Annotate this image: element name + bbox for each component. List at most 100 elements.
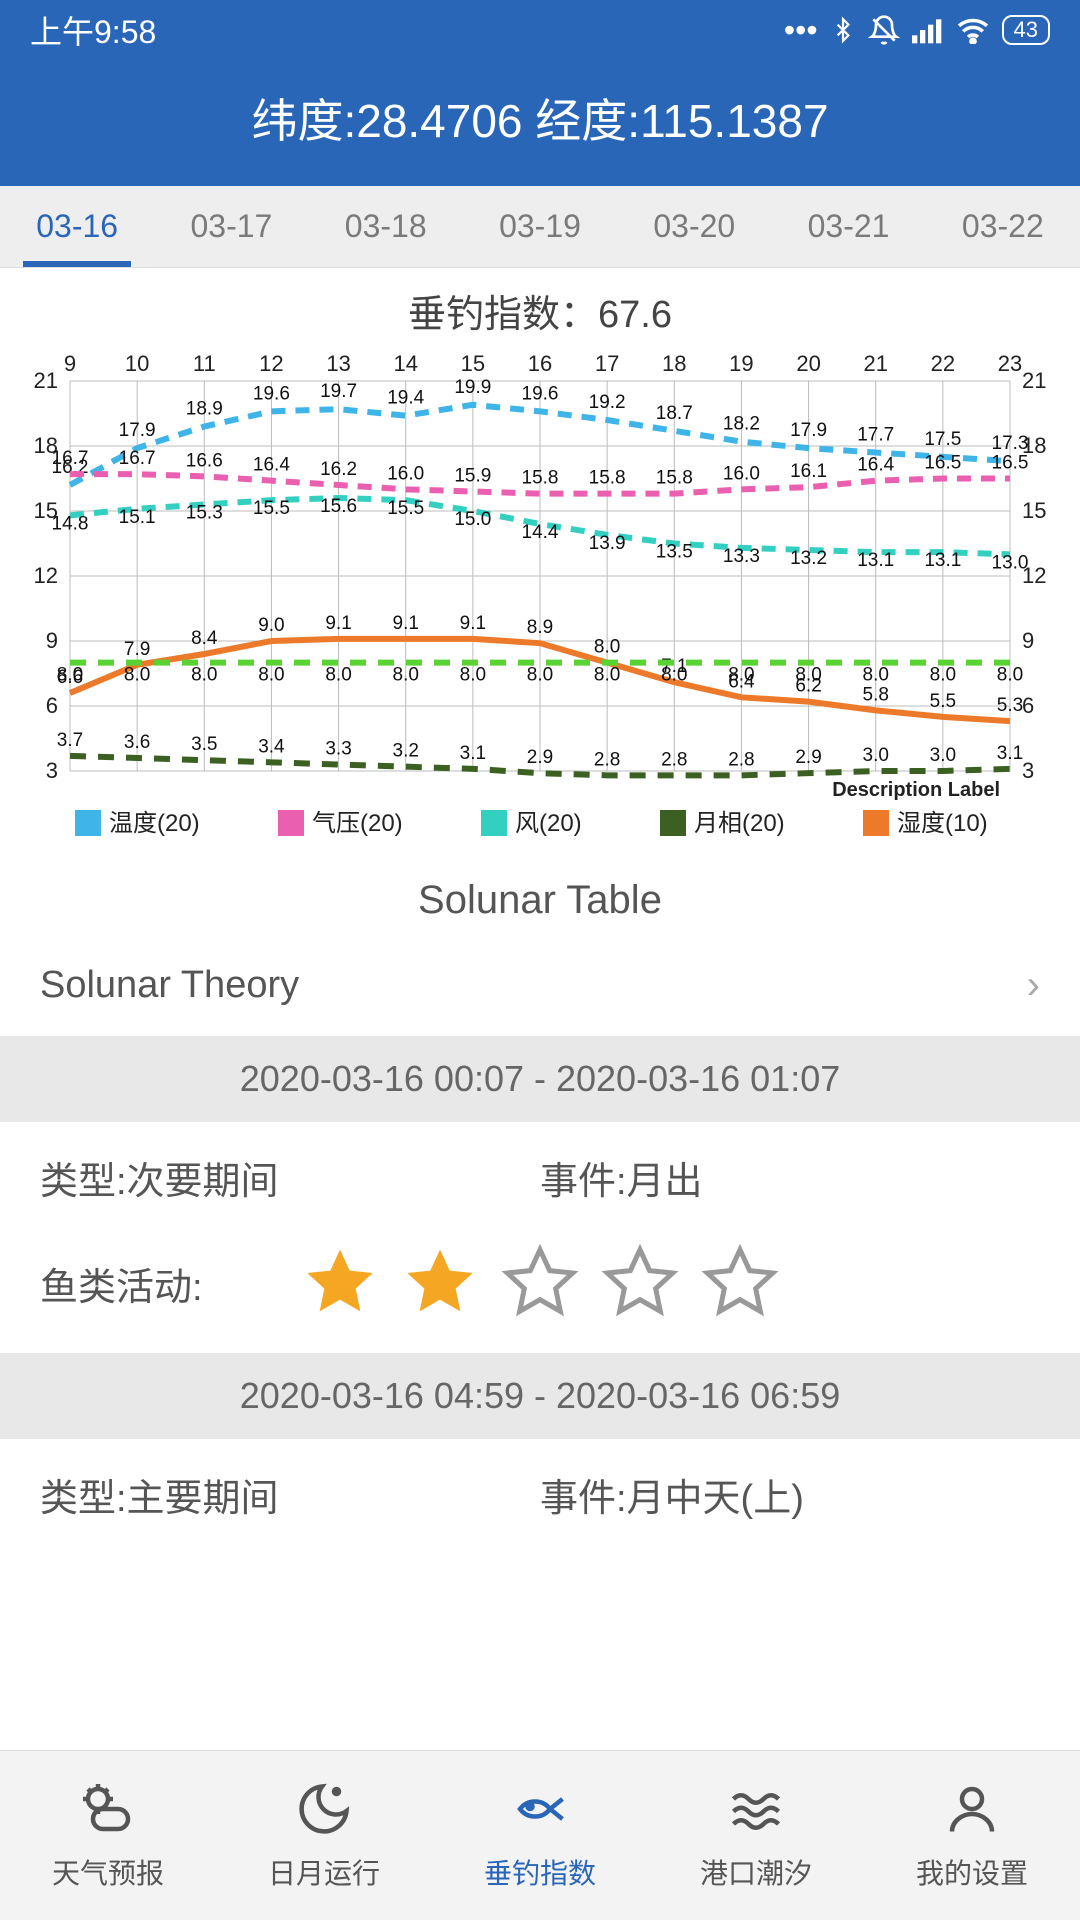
svg-text:14: 14 (393, 351, 417, 376)
svg-text:8.0: 8.0 (594, 637, 620, 658)
more-icon: ••• (784, 12, 818, 49)
lon-label: 经度: (535, 95, 640, 147)
svg-text:8.0: 8.0 (661, 665, 687, 686)
date-tab-03-16[interactable]: 03-16 (0, 186, 154, 267)
svg-text:14.4: 14.4 (522, 522, 559, 543)
svg-text:18: 18 (662, 351, 686, 376)
svg-text:8.0: 8.0 (594, 665, 620, 686)
svg-text:15.9: 15.9 (454, 466, 491, 487)
date-tab-03-22[interactable]: 03-22 (926, 186, 1080, 267)
period-range: 2020-03-16 00:07 - 2020-03-16 01:07 (0, 1036, 1080, 1122)
svg-text:Description Label: Description Label (832, 779, 1000, 801)
activity-label: 鱼类活动: (40, 1256, 300, 1311)
lat-value: 28.4706 (356, 95, 522, 147)
periods-list: 2020-03-16 00:07 - 2020-03-16 01:07类型:次要… (0, 1036, 1080, 1550)
date-tab-03-20[interactable]: 03-20 (617, 186, 771, 267)
date-tab-03-18[interactable]: 03-18 (309, 186, 463, 267)
nav-label: 我的设置 (916, 1852, 1028, 1892)
nav-3[interactable]: 港口潮汐 (648, 1751, 864, 1920)
svg-text:15.8: 15.8 (522, 468, 559, 489)
svg-text:8.0: 8.0 (795, 665, 821, 686)
svg-text:15.5: 15.5 (387, 498, 424, 519)
svg-text:6: 6 (46, 693, 58, 718)
nav-label: 垂钓指数 (484, 1852, 596, 1892)
period-type: 类型:次要期间 (40, 1150, 540, 1205)
nav-2[interactable]: 垂钓指数 (432, 1751, 648, 1920)
svg-text:17.5: 17.5 (924, 429, 961, 450)
svg-text:7.9: 7.9 (124, 639, 150, 660)
svg-text:8.0: 8.0 (325, 665, 351, 686)
svg-text:17.3: 17.3 (992, 433, 1029, 454)
lat-label: 纬度: (251, 95, 356, 147)
date-tab-03-17[interactable]: 03-17 (154, 186, 308, 267)
svg-text:20: 20 (796, 351, 820, 376)
svg-text:13.1: 13.1 (857, 550, 894, 571)
svg-text:16.4: 16.4 (253, 455, 290, 476)
svg-text:2.9: 2.9 (795, 747, 821, 768)
theory-label: Solunar Theory (40, 964, 299, 1007)
svg-text:10: 10 (125, 351, 149, 376)
svg-text:9.1: 9.1 (393, 613, 419, 634)
svg-text:15: 15 (461, 351, 485, 376)
svg-text:19.9: 19.9 (454, 377, 491, 398)
svg-text:16.5: 16.5 (992, 453, 1029, 474)
svg-text:8.0: 8.0 (997, 665, 1023, 686)
svg-text:3.6: 3.6 (124, 732, 150, 753)
svg-text:3.4: 3.4 (258, 736, 285, 757)
svg-text:16.1: 16.1 (790, 461, 827, 482)
nav-icon (510, 1779, 570, 1844)
svg-text:2.8: 2.8 (594, 749, 620, 770)
svg-text:16.2: 16.2 (320, 459, 357, 480)
svg-text:19.7: 19.7 (320, 381, 357, 402)
svg-text:19: 19 (729, 351, 753, 376)
bottom-nav: 天气预报 日月运行垂钓指数 港口潮汐我的设置 (0, 1750, 1080, 1920)
svg-text:18.2: 18.2 (723, 414, 760, 435)
nav-label: 天气预报 (52, 1852, 164, 1892)
svg-text:6: 6 (1022, 693, 1034, 718)
svg-text:3.1: 3.1 (997, 743, 1023, 764)
period-info-row: 类型:主要期间事件:月中天(上) (0, 1439, 1080, 1550)
svg-text:13.2: 13.2 (790, 548, 827, 569)
svg-text:11: 11 (193, 351, 216, 376)
period-event: 事件:月出 (540, 1150, 1040, 1205)
nav-1[interactable]: 日月运行 (216, 1751, 432, 1920)
svg-text:8.0: 8.0 (191, 665, 217, 686)
svg-text:21: 21 (863, 351, 887, 376)
svg-text:16.4: 16.4 (857, 455, 894, 476)
svg-text:18.7: 18.7 (656, 403, 693, 424)
date-tab-03-21[interactable]: 03-21 (771, 186, 925, 267)
wifi-icon (956, 16, 990, 44)
period-type: 类型:主要期间 (40, 1467, 540, 1522)
svg-text:16.5: 16.5 (924, 453, 961, 474)
svg-text:21: 21 (1022, 368, 1046, 393)
svg-text:3.0: 3.0 (930, 745, 956, 766)
svg-text:8.0: 8.0 (393, 665, 419, 686)
svg-text:15.3: 15.3 (186, 503, 223, 524)
svg-text:16.0: 16.0 (723, 463, 760, 484)
svg-text:13.0: 13.0 (992, 552, 1029, 573)
svg-text:15: 15 (1022, 498, 1046, 523)
svg-text:9.0: 9.0 (258, 615, 284, 636)
period-info-row: 类型:次要期间事件:月出 (0, 1122, 1080, 1233)
svg-text:16.6: 16.6 (186, 450, 223, 471)
nav-0[interactable]: 天气预报 (0, 1751, 216, 1920)
period-event: 事件:月中天(上) (540, 1467, 1040, 1522)
date-tab-03-19[interactable]: 03-19 (463, 186, 617, 267)
svg-text:8.0: 8.0 (863, 665, 889, 686)
svg-text:17.7: 17.7 (857, 425, 894, 446)
svg-text:3.1: 3.1 (460, 743, 486, 764)
svg-text:8.0: 8.0 (930, 665, 956, 686)
svg-text:15.0: 15.0 (454, 509, 491, 530)
nav-icon (78, 1779, 138, 1844)
nav-icon (942, 1779, 1002, 1844)
svg-text:19.6: 19.6 (522, 383, 559, 404)
nav-4[interactable]: 我的设置 (864, 1751, 1080, 1920)
svg-text:3.7: 3.7 (57, 730, 83, 751)
solunar-theory-row[interactable]: Solunar Theory › (0, 935, 1080, 1036)
status-bar: 上午9:58 ••• 43 (0, 0, 1080, 60)
svg-text:8.9: 8.9 (527, 617, 553, 638)
svg-text:3.0: 3.0 (863, 745, 889, 766)
header: 纬度:28.4706 经度:115.1387 (0, 60, 1080, 186)
svg-text:2.8: 2.8 (728, 749, 754, 770)
svg-text:8.0: 8.0 (57, 665, 83, 686)
